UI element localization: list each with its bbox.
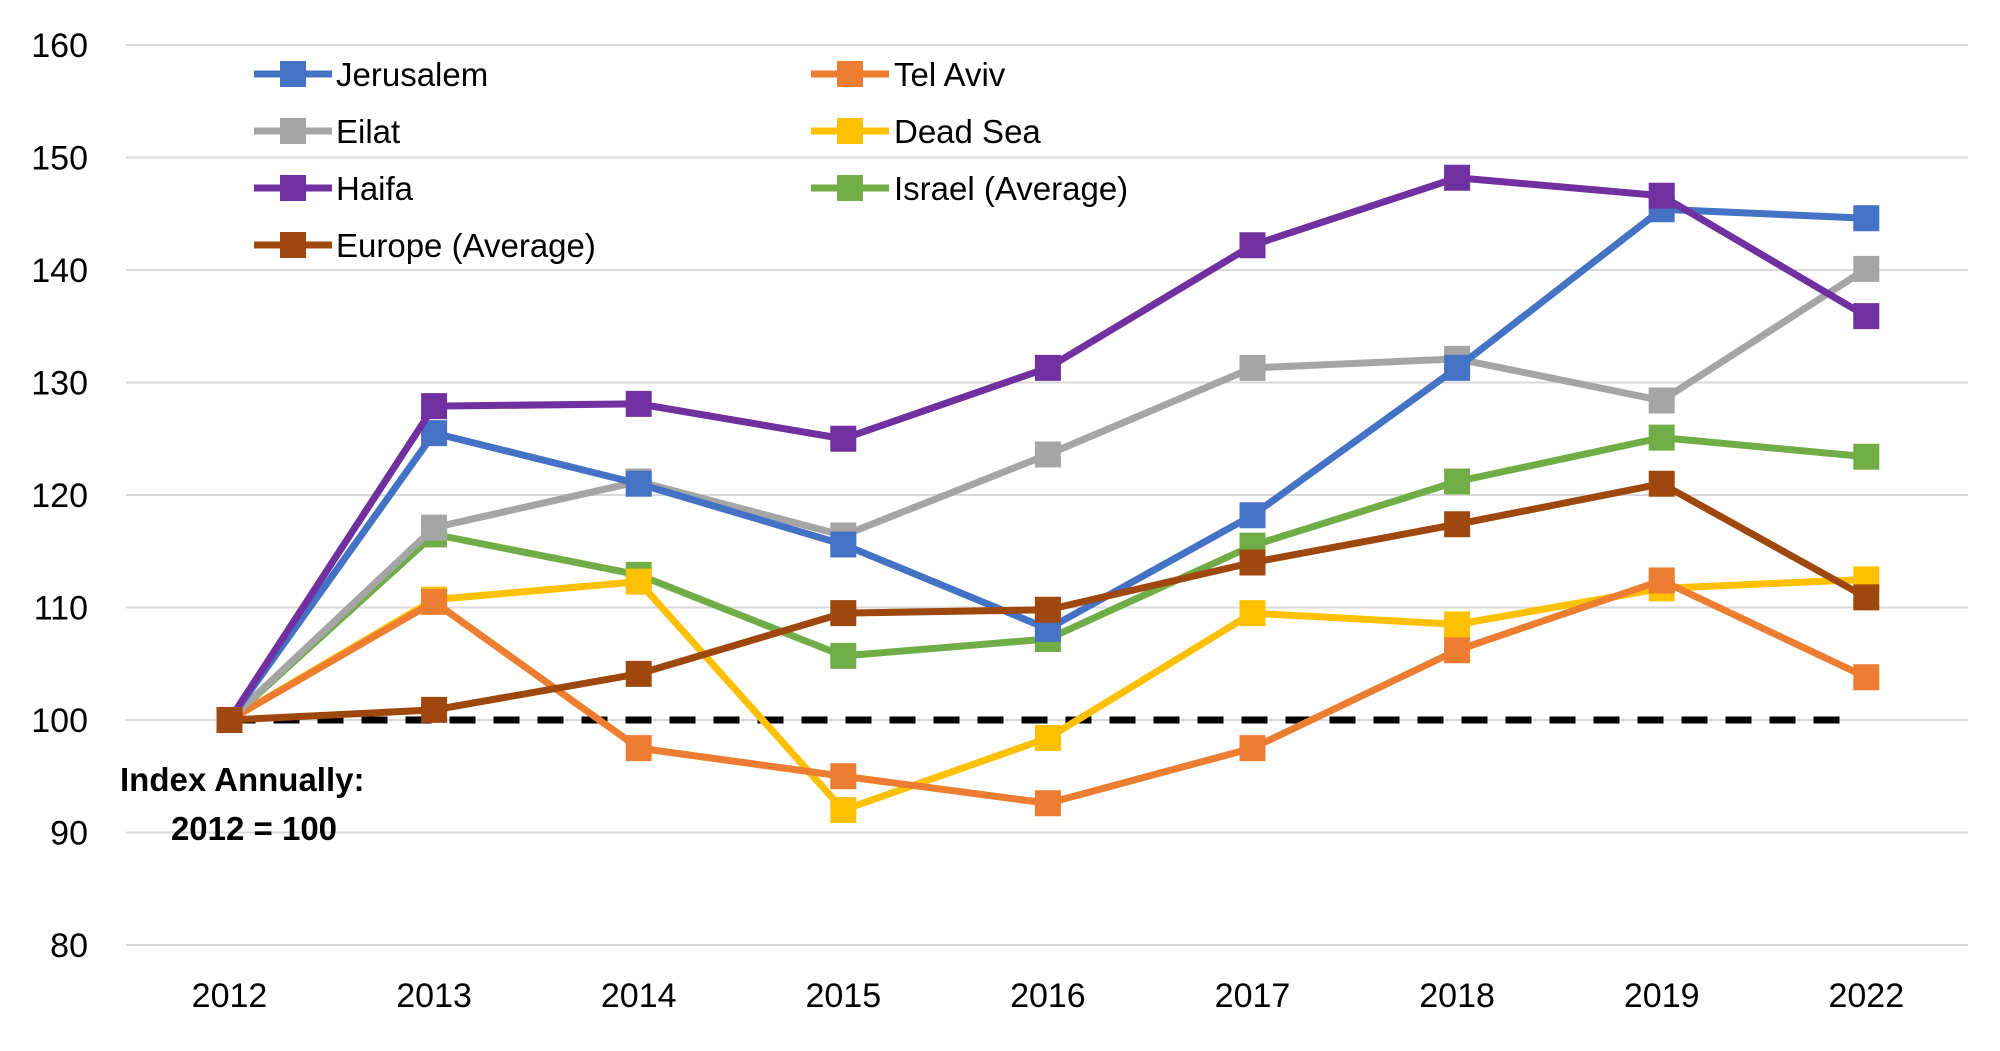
data-point: [1444, 511, 1471, 538]
series-israel-average: [216, 424, 1880, 733]
data-point: [830, 425, 857, 452]
legend-label: Tel Aviv: [894, 56, 1006, 93]
series-line: [227, 434, 1867, 723]
data-point: [1853, 664, 1880, 691]
legend-marker: [280, 175, 306, 201]
data-point: [1853, 584, 1880, 611]
data-point: [830, 797, 857, 823]
x-tick-label: 2014: [601, 977, 677, 1015]
x-axis: 2012 2013 2014 2015 2016 2017 2018 2019 2022: [192, 977, 1904, 1015]
data-point: [1034, 596, 1061, 623]
data-point: [1239, 232, 1266, 259]
legend-item: Europe (Average): [254, 227, 596, 264]
legend-label: Dead Sea: [894, 113, 1041, 150]
data-point: [1034, 790, 1061, 817]
legend-item: Dead Sea: [811, 113, 1041, 150]
series-haifa: [216, 164, 1880, 733]
y-tick-label: 160: [31, 27, 88, 65]
data-point: [1239, 549, 1266, 576]
data-point: [1444, 637, 1471, 664]
data-point: [1239, 354, 1266, 381]
data-point: [1444, 354, 1471, 381]
data-point: [625, 735, 652, 762]
data-point: [1034, 354, 1061, 381]
annotation-line-1: Index Annually:: [120, 761, 364, 798]
data-point: [421, 393, 448, 420]
x-tick-label: 2017: [1215, 977, 1291, 1015]
legend-label: Europe (Average): [336, 227, 596, 264]
legend-label: Israel (Average): [894, 170, 1128, 207]
data-point: [1034, 725, 1061, 751]
x-tick-label: 2016: [1010, 977, 1086, 1015]
data-point: [625, 390, 652, 417]
data-point: [625, 470, 652, 497]
y-axis: 80 90 100 110 120 130 140 150 160: [31, 27, 88, 965]
x-tick-label: 2013: [396, 977, 472, 1015]
data-point: [1853, 205, 1880, 232]
legend-marker: [280, 232, 306, 258]
data-point: [421, 696, 448, 723]
y-tick-label: 120: [31, 477, 88, 515]
data-point: [1444, 164, 1471, 191]
data-point: [1648, 567, 1675, 594]
series-europe-average: [216, 470, 1880, 733]
data-point: [830, 600, 857, 627]
data-point: [421, 588, 448, 615]
data-point: [1034, 441, 1061, 468]
data-point: [1853, 255, 1880, 282]
data-point: [830, 642, 857, 669]
legend-label: Eilat: [336, 113, 400, 150]
legend-item: Jerusalem: [254, 56, 488, 93]
data-point: [1239, 735, 1266, 762]
series-tel-aviv: [216, 567, 1880, 817]
legend-marker: [280, 118, 306, 144]
data-point: [216, 707, 243, 733]
legend-item: Tel Aviv: [811, 56, 1006, 93]
legend-item: Haifa: [254, 170, 414, 207]
legend-item: Israel (Average): [811, 170, 1128, 207]
data-point: [625, 660, 652, 687]
y-tick-label: 110: [34, 590, 88, 628]
data-point: [1648, 470, 1675, 497]
legend-label: Jerusalem: [336, 56, 488, 93]
y-tick-label: 130: [31, 365, 88, 403]
annotation-line-2: 2012 = 100: [171, 810, 337, 847]
y-tick-label: 140: [31, 252, 88, 290]
series-group: [216, 164, 1880, 823]
legend-marker: [837, 175, 863, 201]
legend-label: Haifa: [336, 170, 414, 207]
y-tick-label: 100: [31, 702, 88, 740]
data-point: [1648, 424, 1675, 451]
legend-item: Eilat: [254, 113, 400, 150]
data-point: [1853, 443, 1880, 470]
data-point: [1444, 468, 1471, 495]
data-point: [1648, 182, 1675, 209]
data-point: [1853, 303, 1880, 330]
x-tick-label: 2015: [805, 977, 881, 1015]
legend-marker: [280, 61, 306, 87]
y-tick-label: 90: [50, 815, 88, 853]
x-tick-label: 2019: [1624, 977, 1700, 1015]
legend-marker: [837, 61, 863, 87]
x-tick-label: 2018: [1419, 977, 1495, 1015]
y-tick-label: 150: [31, 140, 88, 178]
legend: Jerusalem Tel Aviv Eilat Dead Sea Haifa Israe…: [254, 56, 1128, 264]
data-point: [421, 514, 448, 541]
x-tick-label: 2012: [192, 977, 268, 1015]
data-point: [625, 568, 652, 595]
x-tick-label: 2022: [1828, 977, 1904, 1015]
data-point: [1648, 387, 1675, 414]
data-point: [1239, 502, 1266, 529]
y-tick-label: 80: [50, 927, 88, 965]
data-point: [1239, 600, 1266, 627]
data-point: [1444, 611, 1471, 638]
data-point: [830, 763, 857, 790]
data-point: [830, 531, 857, 558]
legend-marker: [837, 118, 863, 144]
